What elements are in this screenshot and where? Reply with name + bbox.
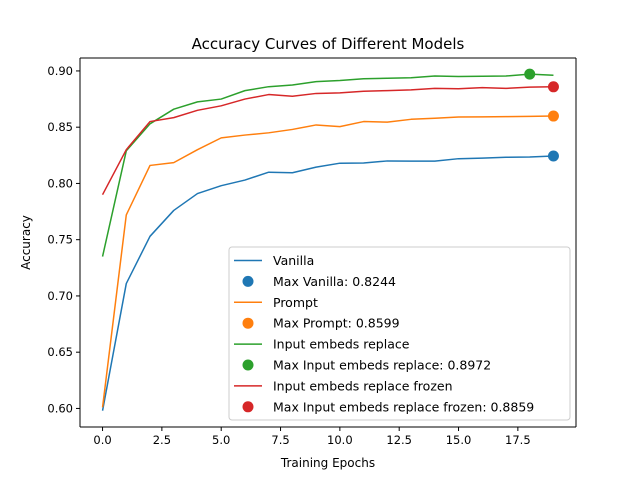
legend-label-input-embeds-replace: Input embeds replace [273,337,410,352]
chart-title: Accuracy Curves of Different Models [192,35,465,53]
max-marker-layer [524,68,559,162]
legend-swatch-marker-prompt [242,317,254,329]
x-axis-label: Training Epochs [280,456,375,470]
legend-label-input-embeds-replace-frozen: Input embeds replace frozen [273,378,453,393]
y-tick-label: 0.85 [47,120,73,134]
x-tick-label: 7.5 [271,433,289,447]
y-tick-label: 0.75 [47,233,73,247]
legend-swatch-marker-input-embeds-replace [242,359,254,371]
y-tick-label: 0.65 [47,345,73,359]
y-tick-label: 0.70 [47,289,73,303]
max-marker-prompt [547,110,559,122]
x-tick-label: 5.0 [212,433,230,447]
x-tick-layer: 0.0 2.5 5.0 7.5 10.0 12.5 15.0 17.5 [93,427,531,447]
legend-label-prompt: Prompt [273,295,318,310]
max-marker-vanilla [547,150,559,162]
series-line-vanilla [101,155,554,411]
legend-label-max-input-embeds-replace: Max Input embeds replace: 0.8972 [273,358,491,373]
axes-layer [79,57,577,428]
y-tick-layer: 0.60 0.65 0.70 0.75 0.80 0.85 0.90 [47,64,80,415]
max-marker-input-embeds-replace [524,68,536,80]
series-layer [101,73,554,411]
x-tick-label: 15.0 [446,433,472,447]
legend: Vanilla Max Vanilla: 0.8244 Prompt Max Prom… [228,246,571,421]
y-tick-label: 0.90 [47,64,73,78]
series-line-prompt [101,115,554,408]
x-tick-label: 12.5 [386,433,412,447]
x-tick-label: 2.5 [153,433,171,447]
series-line-input-embeds-replace [101,73,554,257]
x-tick-label: 17.5 [505,433,531,447]
legend-label-max-input-embeds-replace-frozen: Max Input embeds replace frozen: 0.8859 [273,399,534,414]
y-axis-label: Accuracy [19,215,33,270]
y-tick-label: 0.80 [47,176,73,190]
legend-swatch-marker-input-embeds-replace-frozen [242,401,254,413]
legend-frame [228,246,571,421]
max-marker-input-embeds-replace-frozen [547,81,559,93]
legend-label-max-vanilla: Max Vanilla: 0.8244 [273,274,396,289]
x-tick-label: 10.0 [327,433,353,447]
legend-label-vanilla: Vanilla [273,253,314,268]
legend-label-max-prompt: Max Prompt: 0.8599 [273,316,400,331]
x-tick-label: 0.0 [93,433,111,447]
y-tick-label: 0.60 [47,401,73,415]
series-line-input-embeds-replace-frozen [101,86,554,196]
legend-swatch-marker-vanilla [242,275,254,287]
